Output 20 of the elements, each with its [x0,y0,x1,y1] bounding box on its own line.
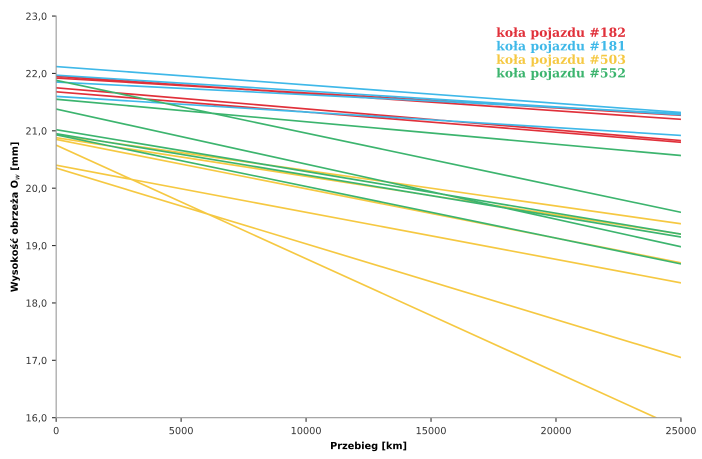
text: koła pojazdu #552 [496,68,625,80]
y-axis-title: Wysokość obrzeża O$_{w}$ [mm] [10,142,20,292]
y-tick-label: 23,0 [26,12,46,21]
x-tick-label: 10000 [292,426,321,434]
y-tick-label: 17,0 [26,356,46,366]
y-tick-label: 19,0 [26,242,46,250]
y-tick-label: 20,0 [26,184,46,194]
x-axis-title: Przebieg [km] [331,442,406,452]
x-tick-label: 15000 [416,426,446,434]
text: koła pojazdu #503 [496,54,626,67]
y-tick-label: 21,0 [26,127,46,136]
x-tick-label: 25000 [666,426,696,434]
x-tick-label: 0 [54,426,59,434]
x-tick-label: 5000 [169,426,193,434]
x-tick-label: 20000 [541,426,571,434]
y-tick-label: 22,0 [26,70,46,78]
y-tick-label: 16,0 [26,414,46,423]
text: koła pojazdu #181 [496,40,625,54]
y-tick-label: 18,0 [26,299,46,308]
text: koła pojazdu #182 [496,27,625,40]
